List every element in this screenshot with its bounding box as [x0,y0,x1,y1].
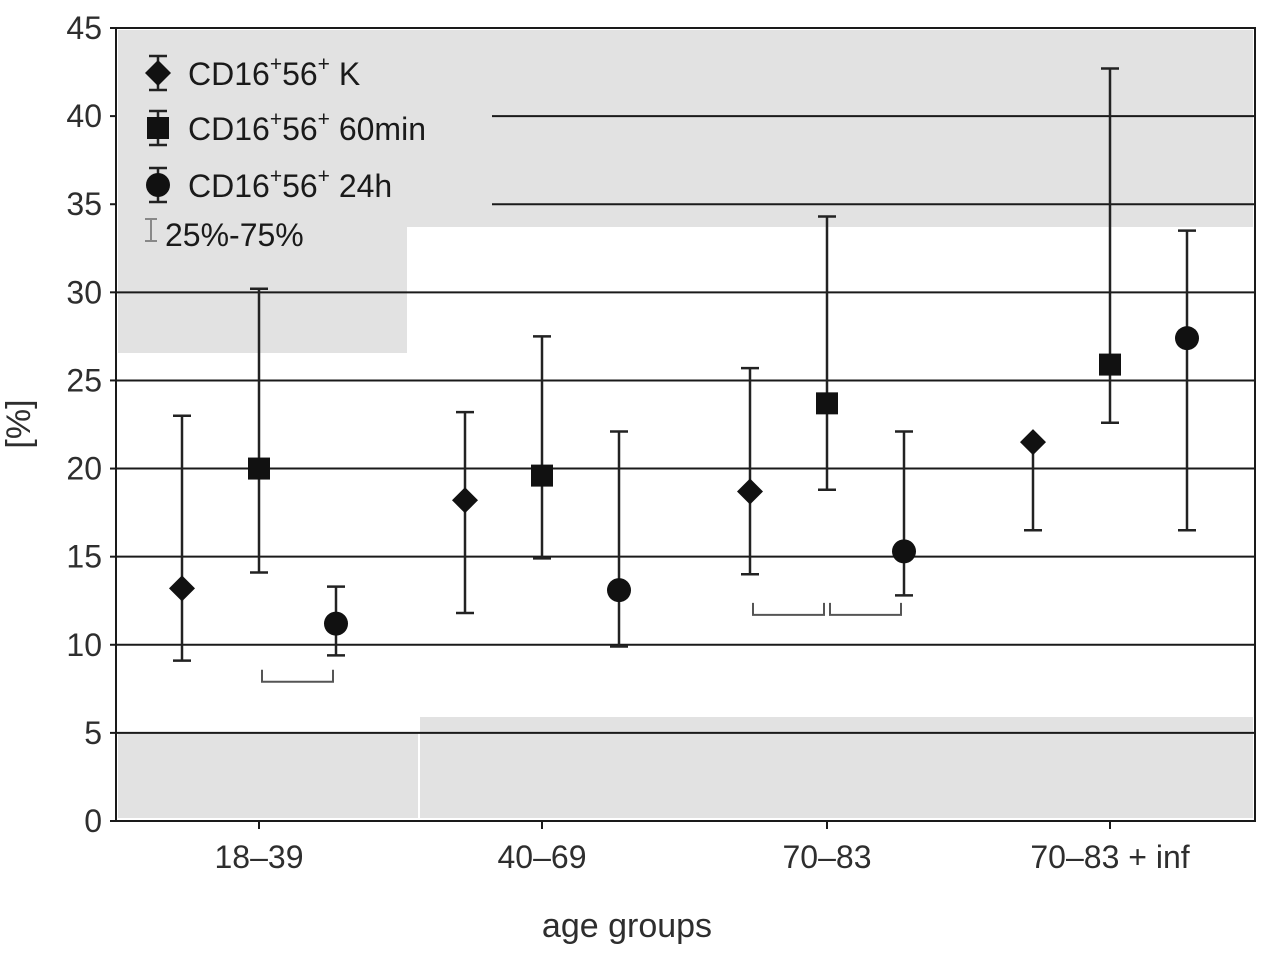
circle-marker [324,611,348,636]
circle-marker [607,578,631,603]
legend-label: CD16+56+ 24h [188,165,392,204]
range-legend-label: 25%-75% [165,217,304,253]
y-tick-label: 0 [84,803,102,839]
legend-label: CD16+56+ K [188,53,360,92]
shaded-background-regions [118,30,1253,818]
series-square [248,67,1121,574]
diamond-marker [169,575,195,602]
diamond-marker [145,60,171,86]
bg-shade-bottom-left [118,732,418,818]
x-axis-ticks: 18–39 40–69 70–83 70–83 + inf [215,821,1190,875]
significance-bracket [752,602,825,616]
y-axis-ticks: 0 5 10 15 20 25 30 35 40 45 [66,10,116,839]
square-marker [531,464,553,487]
significance-bracket [261,669,334,683]
series-circle [324,229,1199,657]
x-tick-label: 70–83 [783,839,872,875]
square-marker [147,117,169,139]
y-tick-label: 30 [66,274,102,310]
square-marker [248,457,270,480]
bg-shade-top-right [407,30,1253,227]
x-tick-label: 18–39 [215,839,304,875]
series-diamond [169,366,1046,662]
y-tick-label: 5 [84,715,102,751]
legend-label: CD16+56+ 60min [188,108,426,147]
square-marker [816,392,838,415]
gridlines [116,115,1255,734]
y-axis-title: [%] [0,399,38,448]
square-marker [1099,353,1121,376]
data-series [169,67,1199,662]
significance-brackets [261,602,902,683]
y-tick-label: 40 [66,98,102,134]
y-tick-label: 35 [66,186,102,222]
y-tick-label: 45 [66,10,102,46]
y-tick-label: 15 [66,539,102,575]
circle-marker [1175,326,1199,351]
legend: CD16+56+ K CD16+56+ 60min CD16+56+ 24h 25%-… [145,53,426,253]
y-tick-label: 10 [66,627,102,663]
diamond-marker [737,478,763,505]
diamond-marker [452,487,478,514]
x-tick-label: 40–69 [498,839,587,875]
circle-marker [892,539,916,564]
x-axis-title: age groups [542,907,712,945]
x-tick-label: 70–83 + inf [1030,839,1189,875]
plot-frame [115,27,1256,822]
significance-bracket [829,602,902,616]
circle-marker [146,173,170,197]
y-tick-label: 20 [66,451,102,487]
plot-border [115,27,1256,822]
diamond-marker [1020,429,1046,456]
y-tick-label: 25 [66,362,102,398]
